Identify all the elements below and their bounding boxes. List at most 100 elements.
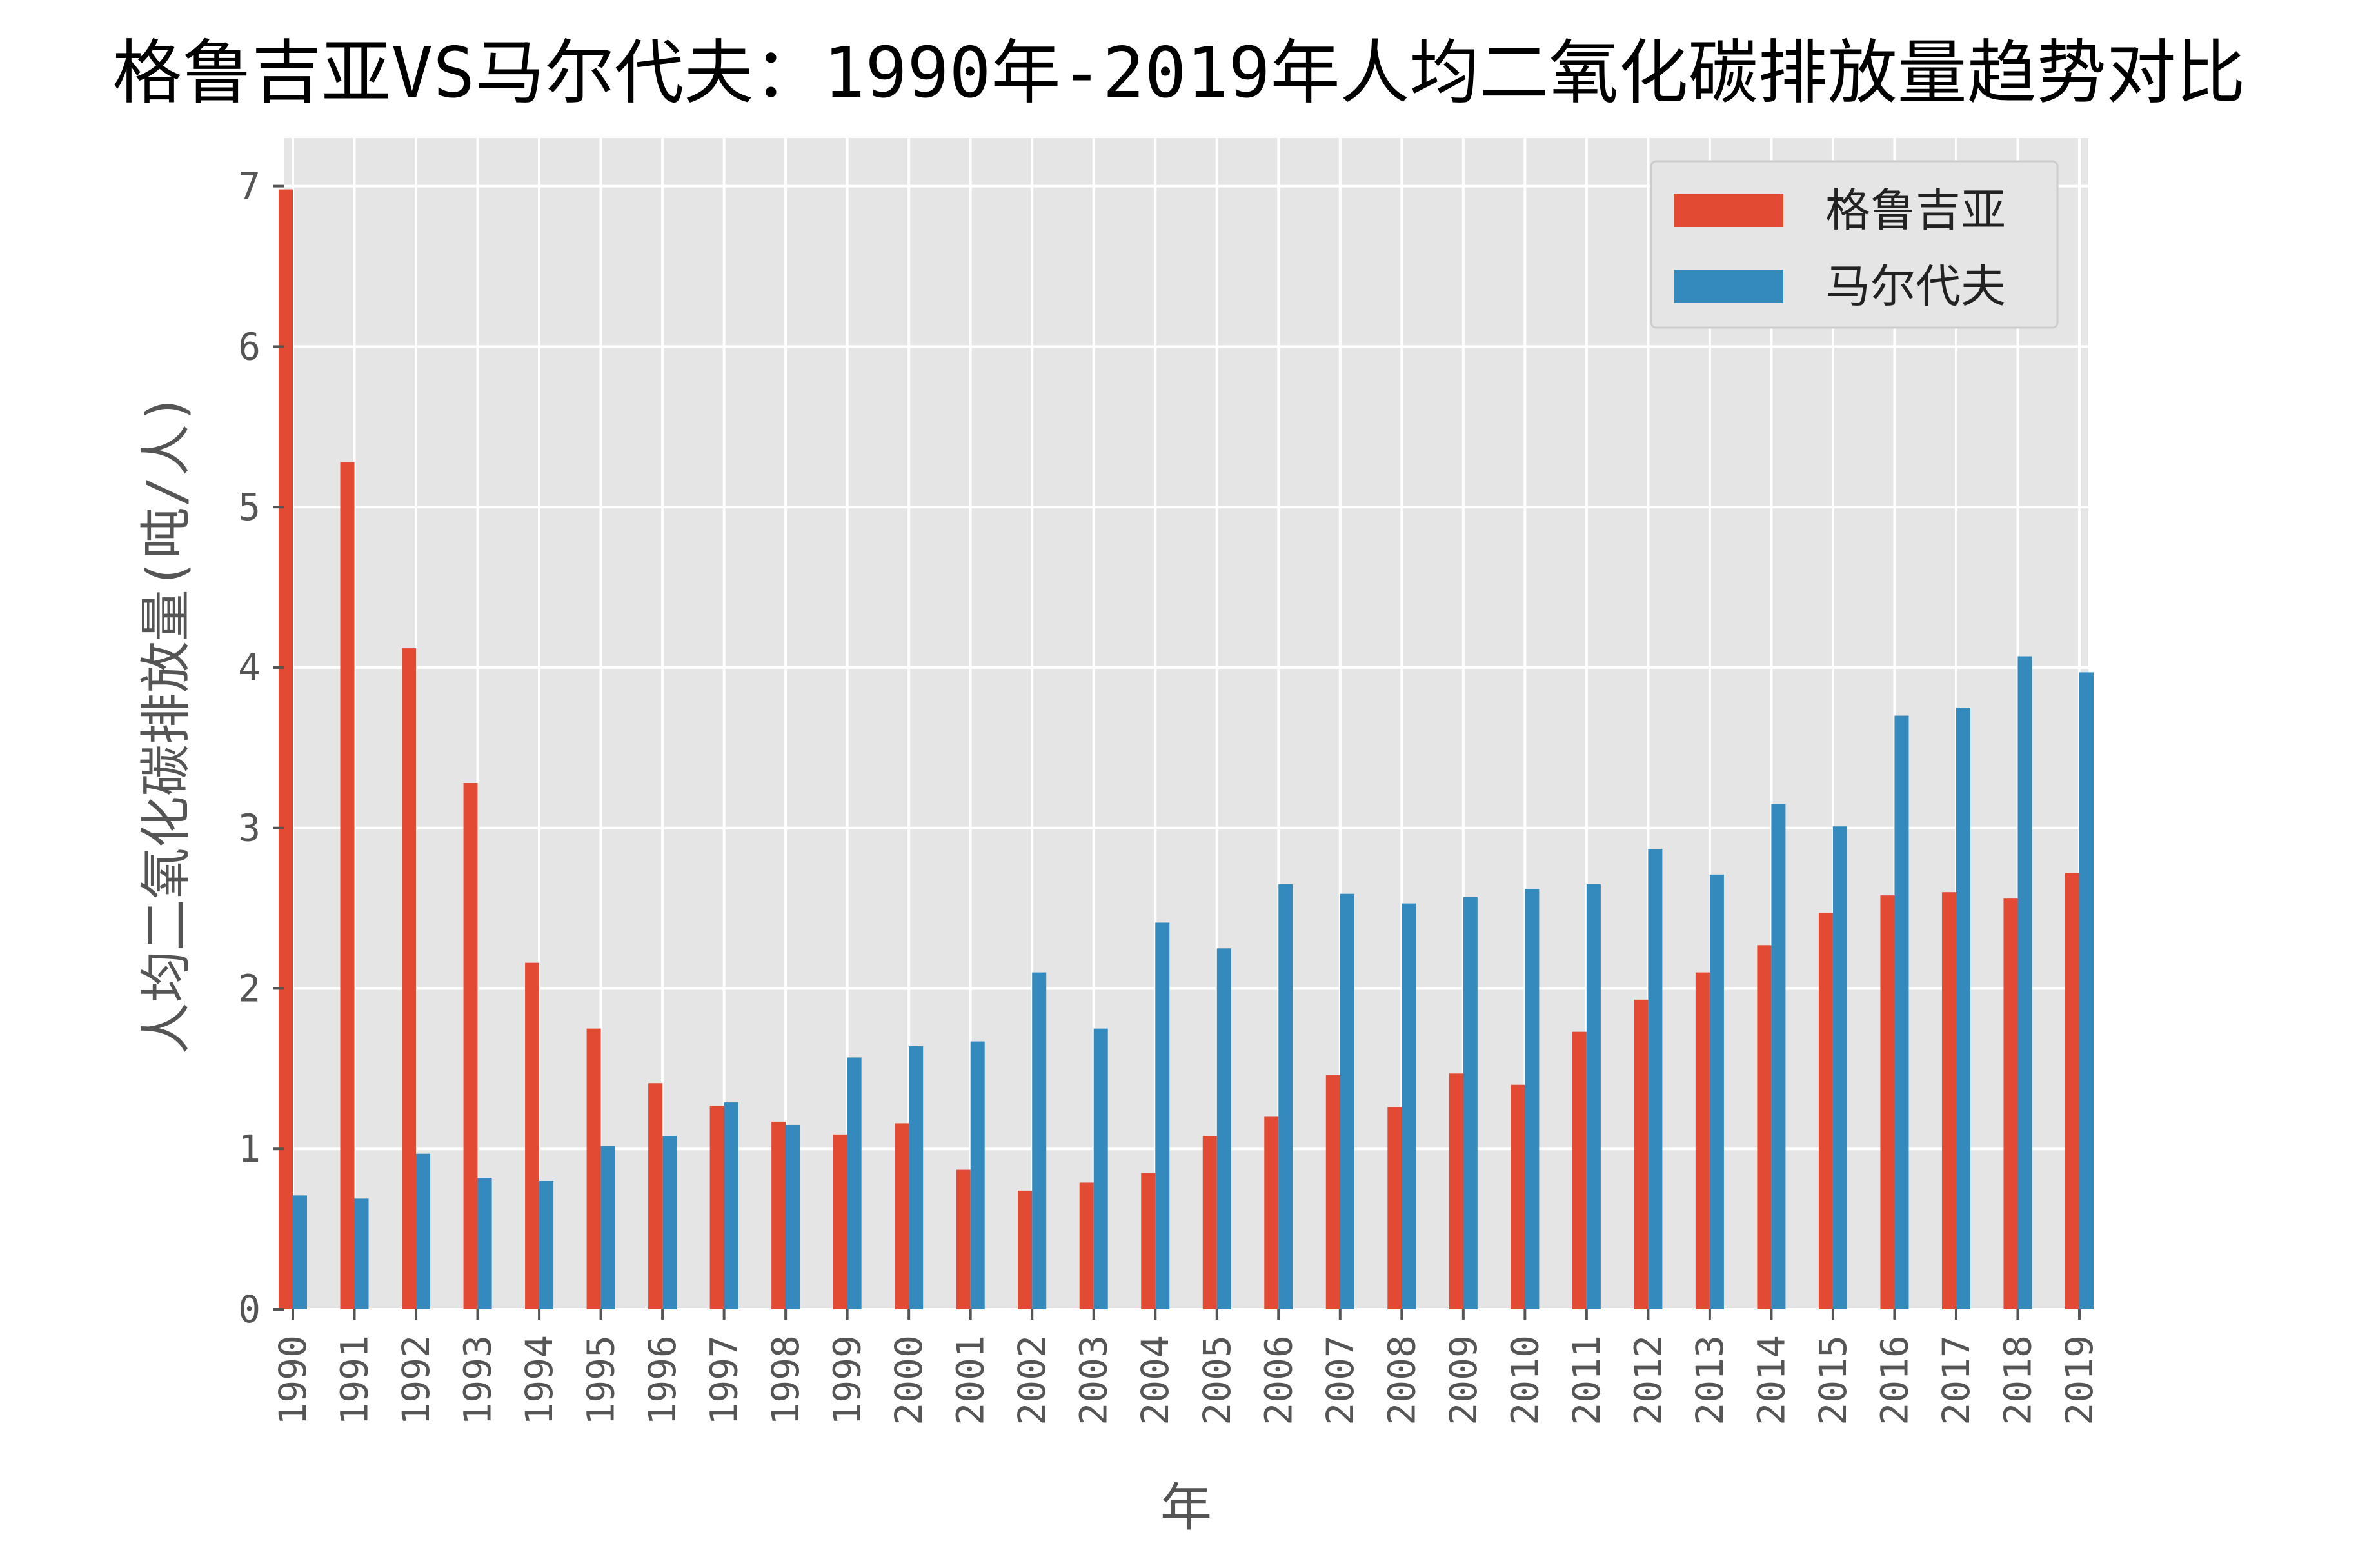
bar-georgia — [1264, 1116, 1279, 1309]
x-tick-label: 2017 — [1934, 1335, 1978, 1425]
bar-maldives — [416, 1153, 431, 1309]
x-tick-label: 2005 — [1195, 1335, 1239, 1425]
x-tick-label: 1992 — [394, 1335, 438, 1425]
bar-maldives — [1093, 1028, 1108, 1309]
x-tick-label: 2008 — [1380, 1335, 1423, 1425]
x-tick-label: 2013 — [1688, 1335, 1732, 1425]
x-tick-label: 1994 — [517, 1335, 561, 1425]
bar-maldives — [1402, 903, 1416, 1309]
bar-georgia — [402, 648, 417, 1309]
x-tick-label: 1993 — [456, 1335, 500, 1425]
x-tick-label: 2014 — [1749, 1335, 1793, 1425]
y-tick-label: 6 — [238, 324, 261, 368]
bar-maldives — [786, 1124, 800, 1309]
bar-georgia — [1695, 972, 1710, 1309]
bar-georgia — [1880, 895, 1895, 1309]
bar-georgia — [2003, 898, 2018, 1309]
x-tick-label: 2007 — [1318, 1335, 1362, 1425]
bar-maldives — [2079, 672, 2094, 1309]
x-tick-label: 2016 — [1872, 1335, 1916, 1425]
x-tick-label: 2003 — [1072, 1335, 1116, 1425]
bar-georgia — [340, 462, 355, 1310]
x-tick-label: 1991 — [333, 1335, 377, 1425]
bars — [279, 189, 2094, 1310]
x-tick-label: 2002 — [1010, 1335, 1054, 1425]
bar-georgia — [463, 783, 478, 1309]
bar-maldives — [724, 1102, 738, 1309]
bar-maldives — [1709, 874, 1724, 1309]
bar-maldives — [1463, 897, 1478, 1309]
x-tick-label: 2006 — [1256, 1335, 1300, 1425]
bar-maldives — [662, 1136, 677, 1309]
chart-title: 格鲁吉亚VS马尔代夫：1990年-2019年人均二氧化碳排放量趋势对比 — [112, 33, 2245, 114]
bar-georgia — [525, 962, 540, 1309]
bar-georgia — [1572, 1031, 1587, 1309]
bar-georgia — [1449, 1073, 1463, 1309]
bar-georgia — [895, 1123, 909, 1309]
bar-maldives — [1832, 826, 1847, 1309]
bar-georgia — [833, 1134, 847, 1309]
bar-georgia — [1941, 892, 1956, 1309]
y-tick-label: 2 — [238, 966, 261, 1010]
bar-maldives — [1648, 849, 1663, 1309]
y-tick-label: 0 — [238, 1287, 261, 1331]
bar-georgia — [1387, 1107, 1402, 1309]
y-tick-label: 1 — [238, 1127, 261, 1171]
bar-maldives — [847, 1057, 862, 1309]
legend-label-georgia: 格鲁吉亚 — [1825, 184, 2006, 237]
bar-georgia — [709, 1106, 724, 1309]
x-tick-label: 2011 — [1565, 1335, 1609, 1425]
x-tick-label: 1996 — [640, 1335, 684, 1425]
bar-maldives — [970, 1041, 985, 1309]
x-tick-label: 2010 — [1503, 1335, 1547, 1425]
bar-georgia — [586, 1028, 601, 1309]
y-axis-label: 人均二氧化碳排放量(吨/人) — [136, 393, 196, 1055]
bar-maldives — [1032, 972, 1047, 1309]
legend-swatch-maldives — [1674, 270, 1783, 303]
x-tick-label: 1990 — [271, 1335, 315, 1425]
y-tick-label: 5 — [238, 485, 261, 529]
legend-swatch-georgia — [1674, 194, 1783, 227]
y-tick-label: 4 — [238, 646, 261, 690]
bar-maldives — [909, 1046, 924, 1309]
bar-maldives — [1586, 884, 1601, 1309]
bar-georgia — [1511, 1084, 1525, 1309]
axis-ticks: 0 1 2 3 4 5 6 7 1990 1991 1992 1993 1994 1995 1996 1997… — [238, 164, 2101, 1425]
bar-georgia — [956, 1169, 971, 1309]
bar-georgia — [1325, 1075, 1340, 1309]
x-tick-label: 2004 — [1133, 1335, 1177, 1425]
bar-maldives — [477, 1178, 492, 1309]
bar-maldives — [1956, 708, 1970, 1309]
bar-maldives — [539, 1180, 554, 1309]
x-axis-label: 年 — [1160, 1478, 1212, 1538]
bar-maldives — [1771, 804, 1786, 1309]
x-tick-label: 1998 — [764, 1335, 807, 1425]
x-tick-label: 2009 — [1442, 1335, 1485, 1425]
x-tick-label: 2015 — [1811, 1335, 1855, 1425]
bar-georgia — [2065, 873, 2079, 1309]
bar-maldives — [354, 1198, 369, 1309]
bar-georgia — [1018, 1190, 1033, 1309]
bar-maldives — [293, 1195, 307, 1309]
bar-georgia — [1634, 999, 1649, 1309]
x-tick-label: 2018 — [1996, 1335, 2039, 1425]
bar-georgia — [1079, 1182, 1094, 1309]
bar-georgia — [1757, 945, 1772, 1309]
x-tick-label: 2019 — [2057, 1335, 2101, 1425]
bar-maldives — [1155, 922, 1170, 1309]
x-tick-label: 1999 — [826, 1335, 869, 1425]
bar-maldives — [1894, 715, 1909, 1309]
x-tick-label: 2012 — [1626, 1335, 1670, 1425]
legend-label-maldives: 马尔代夫 — [1825, 260, 2006, 313]
bar-georgia — [1818, 913, 1833, 1309]
bar-maldives — [1525, 889, 1540, 1309]
bar-georgia — [1141, 1173, 1156, 1309]
bar-georgia — [279, 189, 293, 1309]
bar-maldives — [2017, 656, 2032, 1309]
bar-maldives — [1340, 893, 1354, 1309]
x-tick-label: 1995 — [579, 1335, 623, 1425]
bar-georgia — [771, 1121, 786, 1309]
bar-maldives — [1278, 884, 1293, 1309]
bar-georgia — [1202, 1136, 1217, 1309]
